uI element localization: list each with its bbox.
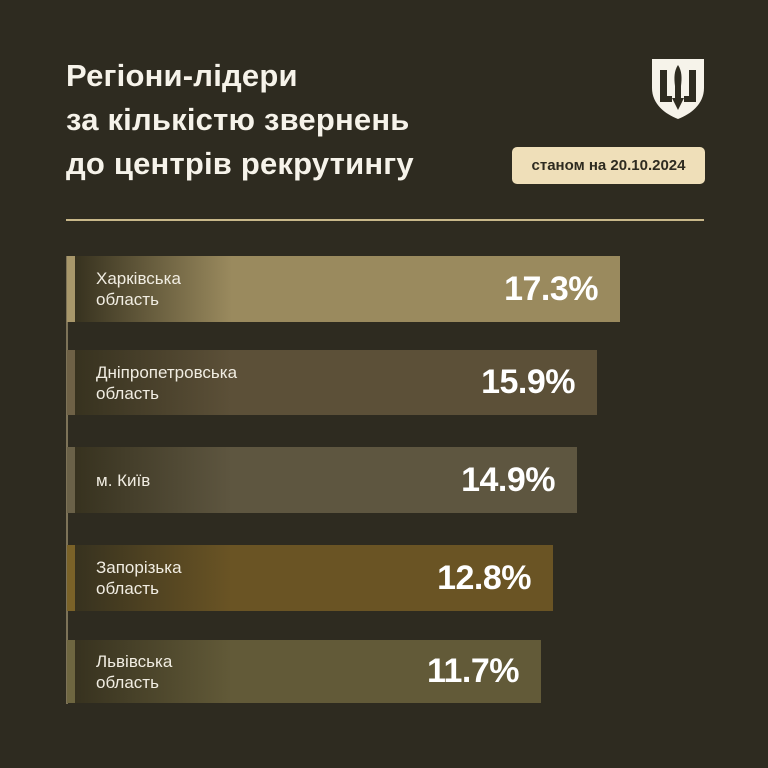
title-line-3: до центрів рекрутингу (66, 146, 414, 181)
date-badge: станом на 20.10.2024 (512, 147, 705, 184)
bar-dnipro: Дніпропетровська область 15.9% (67, 350, 597, 415)
bar-label: Запорізька область (96, 558, 182, 598)
bar-label: Харківська область (96, 269, 181, 309)
bar-value: 14.9% (461, 460, 555, 499)
title-line-1: Регіони-лідери (66, 58, 298, 93)
header-divider (66, 219, 704, 221)
bar-accent (67, 350, 75, 415)
bar-accent (67, 256, 75, 322)
bar-kharkiv: Харківська область 17.3% (67, 256, 620, 322)
bar-value: 17.3% (504, 269, 598, 308)
bar-value: 12.8% (437, 558, 531, 597)
bar-accent (67, 640, 75, 703)
bar-lviv: Львівська область 11.7% (67, 640, 541, 703)
bar-accent (67, 545, 75, 611)
bar-label: Дніпропетровська область (96, 362, 238, 403)
bar-zaporizhzhia: Запорізька область 12.8% (67, 545, 553, 611)
trident-shield-icon (652, 59, 704, 119)
bar-value: 11.7% (426, 652, 520, 690)
bar-label: м. Київ (96, 470, 151, 490)
bar-value: 15.9% (481, 363, 575, 401)
title-line-2: за кількістю звернень (66, 102, 410, 137)
bar-label: Львівська область (96, 651, 173, 692)
page-title: Регіони-лідери за кількістю звернень до … (66, 54, 526, 186)
bar-kyiv: м. Київ 14.9% (67, 447, 577, 513)
bar-accent (67, 447, 75, 513)
